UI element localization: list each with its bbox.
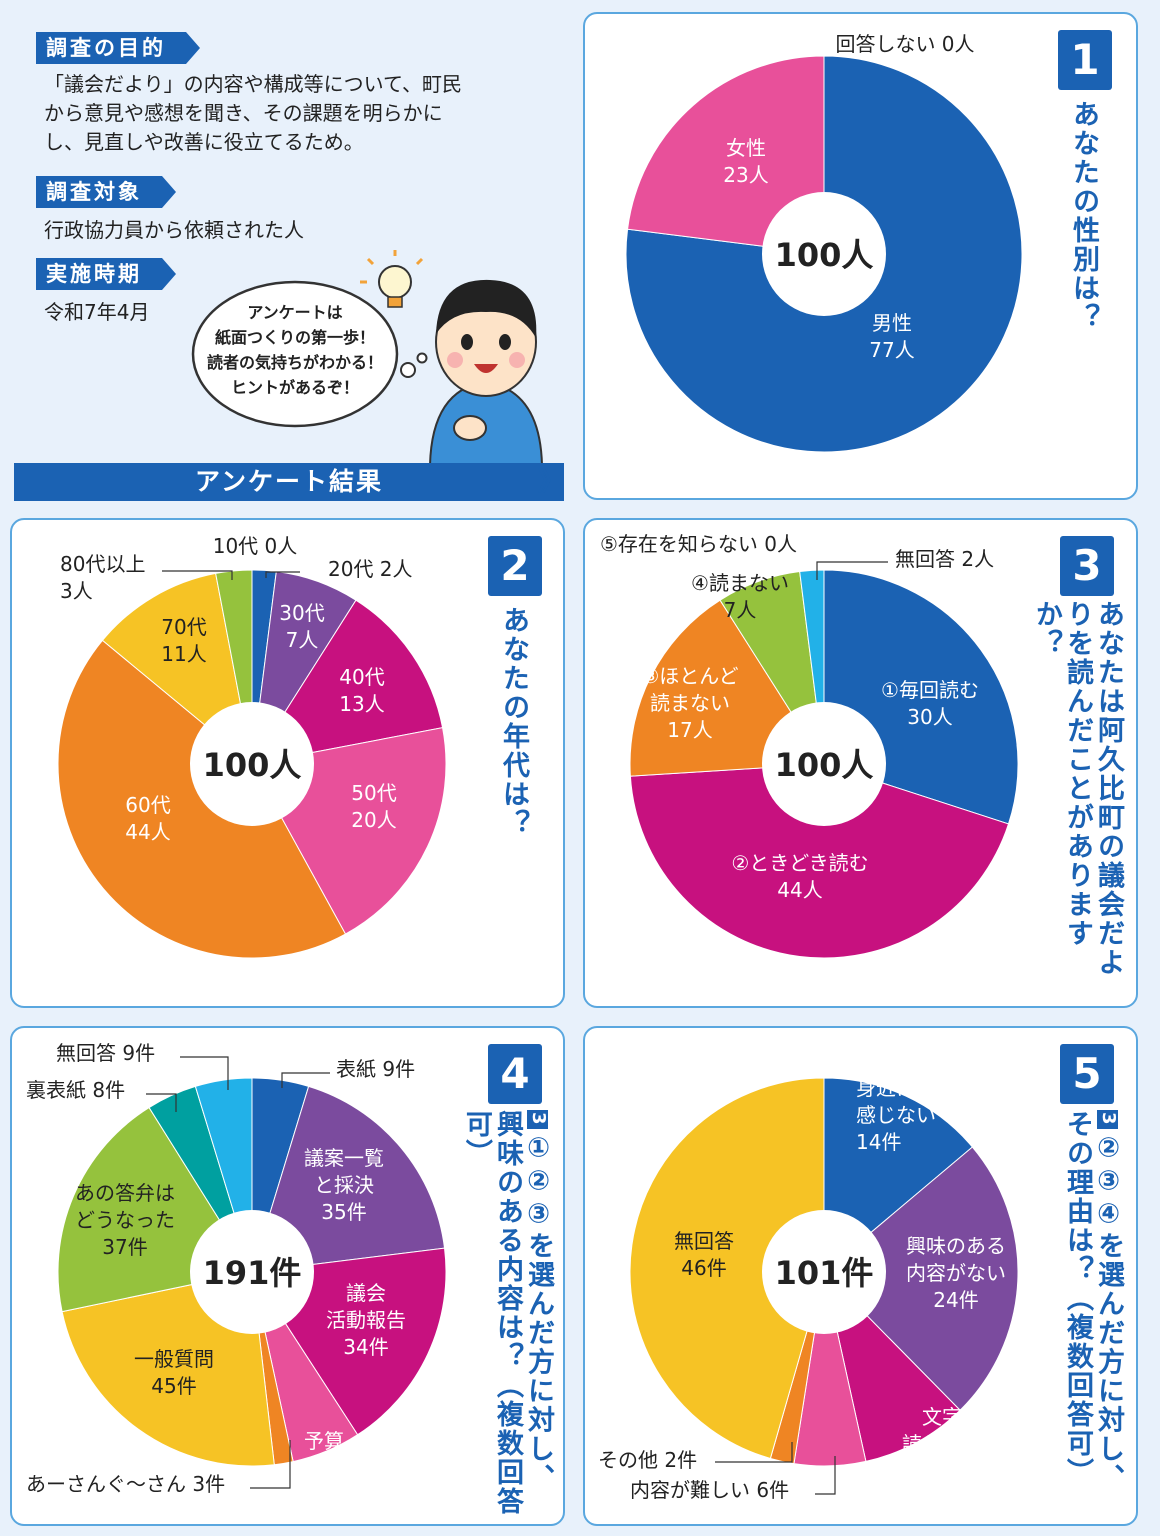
- q1-title: あなたの性別は？: [1068, 100, 1100, 332]
- results-banner-label: アンケート結果: [14, 463, 564, 501]
- purpose-tag: 調査の目的: [36, 32, 200, 64]
- bubble-line-2: 紙面つくりの第一歩！: [215, 328, 375, 347]
- q2-number: 2: [488, 536, 542, 596]
- bubble-line-4: ヒントがあるぞ！: [231, 378, 359, 397]
- q5-title: 3②③④を選んだ方に対し、その理由は？（複数回答可）: [1048, 1110, 1128, 1520]
- panel-q2: [10, 518, 565, 1008]
- bubble-line-1: アンケートは: [247, 303, 342, 322]
- target-text: 行政協力員から依頼された人: [44, 218, 304, 242]
- q3-title: あなたは阿久比町の議会だよりを読んだことがありますか？: [1030, 600, 1124, 977]
- right-chevron-icon: 》: [538, 467, 565, 497]
- purpose-line-2: から意見や感想を聞き、その課題を明らかに: [44, 101, 443, 125]
- bubble-line-3: 読者の気持ちがわかる！: [207, 353, 383, 372]
- q1-number: 1: [1058, 30, 1112, 90]
- q4-number: 4: [488, 1044, 542, 1104]
- purpose-line-3: し、見直しや改善に役立てるため。: [44, 130, 364, 154]
- panel-q1: [583, 12, 1138, 500]
- boy-illustration: アンケートは 紙面つくりの第一歩！ 読者の気持ちがわかる！ ヒントがあるぞ！: [191, 250, 544, 465]
- purpose-text: 「議会だより」の内容や構成等について、町民 から意見や感想を聞き、その課題を明ら…: [44, 70, 462, 157]
- q4-badge: 3: [527, 1110, 549, 1129]
- target-tag: 調査対象: [36, 176, 176, 208]
- q4-question-text: ①②③を選んだ方に対し、興味のある内容は？（複数回答可）: [460, 1110, 554, 1516]
- thought-bubble: [191, 280, 399, 428]
- lightbulb-icon: [360, 250, 424, 308]
- q5-badge: 3: [1097, 1110, 1119, 1129]
- period-text: 令和7年4月: [44, 300, 150, 324]
- q4-title: 3①②③を選んだ方に対し、興味のある内容は？（複数回答可）: [461, 1110, 558, 1520]
- q5-question-text: ②③④を選んだ方に対し、その理由は？（複数回答可）: [1061, 1110, 1124, 1493]
- q3-number: 3: [1060, 536, 1114, 596]
- period-tag: 実施時期: [36, 258, 176, 290]
- q5-number: 5: [1060, 1044, 1114, 1104]
- q2-title: あなたの年代は？: [498, 606, 530, 838]
- purpose-line-1: 「議会だより」の内容や構成等について、町民: [44, 72, 462, 96]
